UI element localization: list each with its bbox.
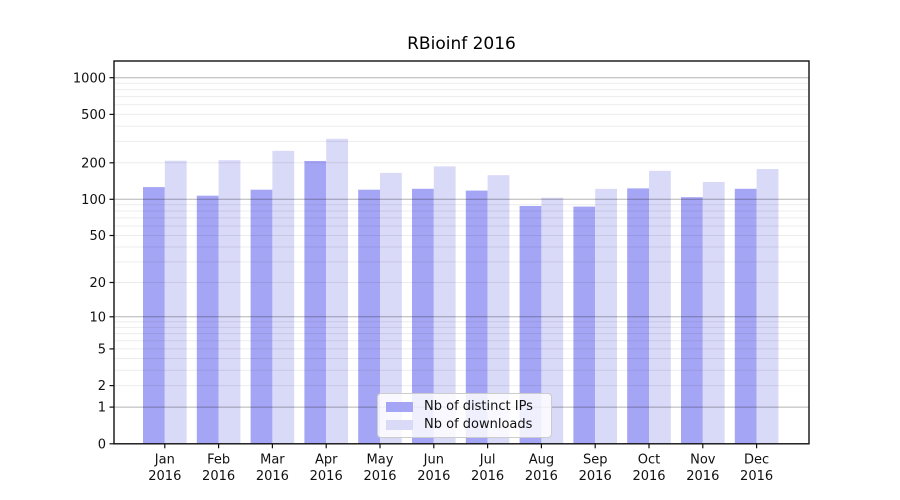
bar-ips-aug bbox=[519, 206, 542, 444]
legend-swatch-distinct-ips bbox=[386, 401, 413, 412]
x-tick-label-month-may: May bbox=[367, 453, 394, 468]
x-tick-label-year-oct: 2016 bbox=[632, 469, 665, 484]
bar-downloads-jun bbox=[433, 166, 456, 444]
y-tick-label-20: 20 bbox=[89, 276, 106, 291]
bar-downloads-dec bbox=[756, 169, 779, 444]
bar-ips-jun bbox=[412, 188, 434, 444]
y-tick-label-2: 2 bbox=[98, 379, 106, 394]
legend-label-distinct-ips: Nb of distinct IPs bbox=[424, 399, 533, 414]
legend: Nb of distinct IPs Nb of downloads bbox=[377, 393, 552, 438]
bar-ips-sep bbox=[573, 206, 596, 444]
bar-downloads-sep bbox=[595, 188, 617, 444]
x-tick-label-year-jul: 2016 bbox=[471, 469, 504, 484]
y-tick-label-5: 5 bbox=[98, 343, 106, 358]
x-tick-label-month-apr: Apr bbox=[315, 453, 338, 468]
x-tick-label-year-dec: 2016 bbox=[740, 469, 773, 484]
bar-downloads-feb bbox=[218, 160, 241, 444]
x-tick-label-month-nov: Nov bbox=[690, 453, 716, 468]
x-tick-label-year-may: 2016 bbox=[363, 469, 396, 484]
bar-ips-oct bbox=[627, 188, 649, 444]
y-tick-label-1000: 1000 bbox=[73, 71, 106, 86]
legend-item-distinct-ips: Nb of distinct IPs bbox=[386, 398, 551, 416]
x-tick-label-month-jun: Jun bbox=[423, 453, 444, 468]
plot-frame bbox=[113, 60, 810, 445]
x-tick-label-year-aug: 2016 bbox=[525, 469, 558, 484]
y-tick-label-100: 100 bbox=[81, 193, 106, 208]
x-tick-label-year-jan: 2016 bbox=[148, 469, 181, 484]
bar-ips-dec bbox=[734, 188, 757, 444]
y-tick-label-10: 10 bbox=[89, 310, 106, 325]
chart-title: RBioinf 2016 bbox=[407, 34, 516, 54]
x-tick-label-year-apr: 2016 bbox=[310, 469, 343, 484]
x-tick-label-month-aug: Aug bbox=[529, 453, 554, 468]
y-tick-label-200: 200 bbox=[81, 156, 106, 171]
bar-ips-may bbox=[358, 189, 380, 444]
x-tick-label-year-jun: 2016 bbox=[417, 469, 450, 484]
legend-swatch-downloads bbox=[386, 419, 413, 430]
bar-downloads-nov bbox=[702, 182, 725, 444]
y-tick-label-0: 0 bbox=[98, 437, 106, 452]
x-tick-label-year-feb: 2016 bbox=[202, 469, 235, 484]
bar-downloads-jan bbox=[164, 160, 187, 444]
bar-ips-feb bbox=[196, 195, 219, 444]
bar-ips-nov bbox=[681, 197, 703, 444]
bar-downloads-mar bbox=[272, 150, 295, 444]
x-tick-label-month-jul: Jul bbox=[479, 453, 496, 468]
bar-ips-apr bbox=[304, 161, 327, 444]
y-tick-label-500: 500 bbox=[81, 108, 106, 123]
legend-label-downloads: Nb of downloads bbox=[424, 417, 533, 432]
x-tick-label-year-nov: 2016 bbox=[686, 469, 719, 484]
x-tick-label-month-dec: Dec bbox=[744, 453, 769, 468]
bar-downloads-oct bbox=[649, 170, 671, 444]
x-tick-label-month-oct: Oct bbox=[638, 453, 660, 468]
bar-ips-jan bbox=[143, 187, 165, 444]
bar-downloads-may bbox=[380, 172, 402, 444]
x-tick-label-month-feb: Feb bbox=[207, 453, 230, 468]
bar-downloads-aug bbox=[541, 197, 564, 444]
x-tick-label-month-jan: Jan bbox=[154, 453, 175, 468]
x-tick-label-year-sep: 2016 bbox=[579, 469, 612, 484]
bar-ips-jul bbox=[465, 190, 488, 444]
x-tick-label-month-sep: Sep bbox=[583, 453, 608, 468]
x-tick-label-month-mar: Mar bbox=[260, 453, 285, 468]
bar-downloads-apr bbox=[326, 138, 348, 444]
y-tick-label-50: 50 bbox=[89, 229, 106, 244]
bar-ips-mar bbox=[250, 189, 273, 444]
bar-downloads-jul bbox=[487, 175, 510, 444]
legend-item-downloads: Nb of downloads bbox=[386, 416, 551, 434]
x-tick-label-year-mar: 2016 bbox=[256, 469, 289, 484]
y-tick-label-1: 1 bbox=[98, 401, 106, 416]
